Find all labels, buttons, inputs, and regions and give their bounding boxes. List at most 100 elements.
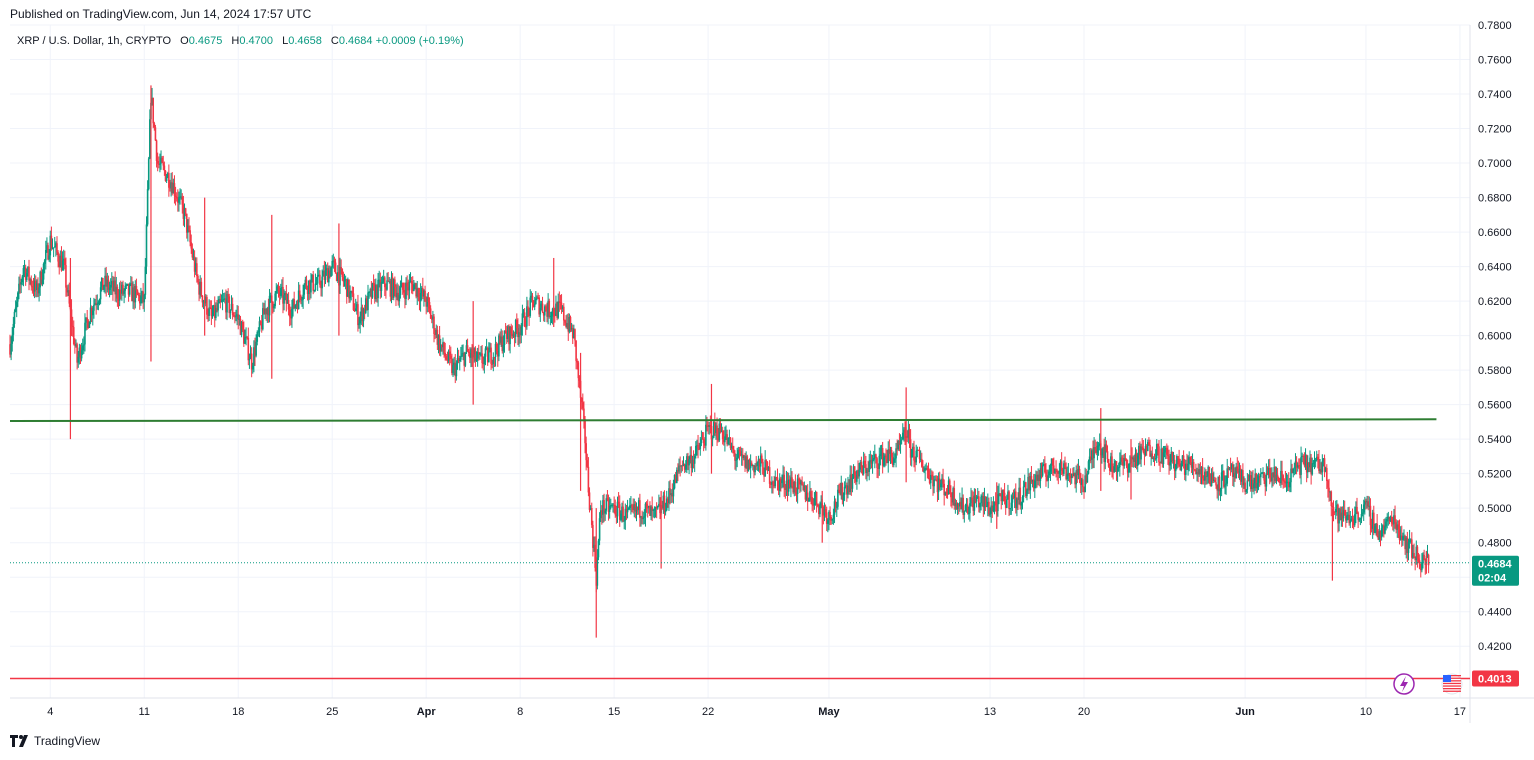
candle-body [853, 466, 856, 476]
candle-body [1301, 455, 1303, 457]
candle-body [1378, 531, 1381, 540]
candle-body [1325, 467, 1328, 482]
candle-body [976, 496, 979, 498]
candle-body [604, 510, 606, 514]
candle-body [1068, 473, 1071, 477]
candle-body [955, 502, 958, 510]
candle-body [81, 345, 84, 351]
candle-body [275, 290, 278, 294]
candle-body [725, 434, 727, 437]
candle-body [141, 291, 143, 297]
candle-body [540, 303, 543, 308]
candle-body [391, 277, 394, 298]
candle-body [207, 314, 209, 316]
candle-body [1089, 456, 1092, 460]
candle-body [670, 493, 672, 496]
candle-body [622, 506, 624, 522]
us-flag-icon[interactable] [1441, 673, 1463, 695]
candle-body [718, 423, 721, 441]
candle-body [99, 287, 102, 300]
candle-body [324, 270, 327, 280]
candle-body [653, 509, 656, 511]
candle-body [681, 465, 684, 467]
candle-body [1398, 529, 1401, 540]
candle-body [1136, 455, 1139, 466]
candle-body [159, 163, 161, 165]
candle-body [1285, 482, 1288, 484]
candle-body [1232, 464, 1234, 477]
candle-body [505, 333, 508, 339]
countdown-label: 02:04 [1478, 573, 1507, 585]
candle-body [456, 357, 459, 364]
candle-body [664, 510, 667, 513]
candle-body [1311, 463, 1314, 475]
candle-body [498, 335, 500, 357]
candle-body [491, 363, 493, 365]
candle-body [1083, 487, 1085, 493]
price-tick-label: 0.7400 [1478, 89, 1512, 101]
candle-body [425, 301, 427, 307]
candle-body [601, 510, 603, 515]
candle-body [1392, 523, 1394, 525]
candle-body [816, 504, 819, 507]
candle-body [182, 204, 185, 219]
candle-body [295, 303, 298, 306]
candle-body [1183, 463, 1186, 475]
candle-body [877, 468, 879, 470]
candle-body [1256, 482, 1259, 489]
candle-body [490, 347, 492, 364]
candle-body [896, 448, 898, 450]
candle-body [1370, 525, 1373, 529]
candle-body [1421, 562, 1423, 571]
candle-body [526, 306, 528, 327]
candle-body [1080, 479, 1083, 485]
candle-body [639, 500, 641, 518]
candle-body [180, 196, 182, 198]
candle-body [314, 283, 317, 291]
candle-body [390, 277, 393, 297]
price-tick-label: 0.4200 [1478, 641, 1512, 653]
candle-body [1336, 504, 1338, 509]
candle-body [1233, 472, 1235, 477]
time-tick-label: 11 [139, 706, 150, 718]
candle-body [204, 296, 207, 304]
candle-body [962, 497, 964, 515]
candle-body [1041, 465, 1044, 476]
tradingview-brand[interactable]: TradingView [10, 734, 100, 748]
candle-body [947, 480, 950, 495]
candle-body [333, 260, 336, 263]
candle-body [852, 466, 855, 478]
price-tick-label: 0.5400 [1478, 434, 1512, 446]
candle-body [486, 347, 489, 363]
candle-body [83, 344, 85, 346]
published-label: Published on TradingView.com, Jun 14, 20… [10, 7, 312, 21]
candle-body [1154, 458, 1157, 460]
candle-body [1017, 498, 1019, 500]
candle-body [815, 491, 818, 505]
lightning-icon[interactable] [1393, 673, 1415, 695]
candle-body [1273, 466, 1276, 478]
candle-body [372, 283, 375, 285]
candle-body [212, 305, 215, 316]
candle-body [801, 481, 803, 485]
candle-body [188, 225, 190, 231]
candle-body [841, 482, 844, 500]
candle-body [1049, 465, 1052, 472]
candle-body [875, 454, 877, 459]
candle-body [1023, 482, 1026, 487]
candle-body [633, 504, 636, 510]
candle-body [123, 290, 125, 294]
candle-body [629, 505, 631, 508]
candle-body [951, 497, 953, 503]
candle-body [874, 454, 876, 458]
candle-body [301, 299, 303, 301]
candle-body [854, 475, 857, 482]
candle-body [1101, 451, 1103, 456]
candle-body [284, 292, 287, 296]
candle-body [776, 477, 779, 481]
candle-body [1393, 515, 1395, 524]
candle-body [461, 353, 463, 357]
candle-body [1331, 506, 1334, 508]
candle-body [343, 280, 346, 282]
